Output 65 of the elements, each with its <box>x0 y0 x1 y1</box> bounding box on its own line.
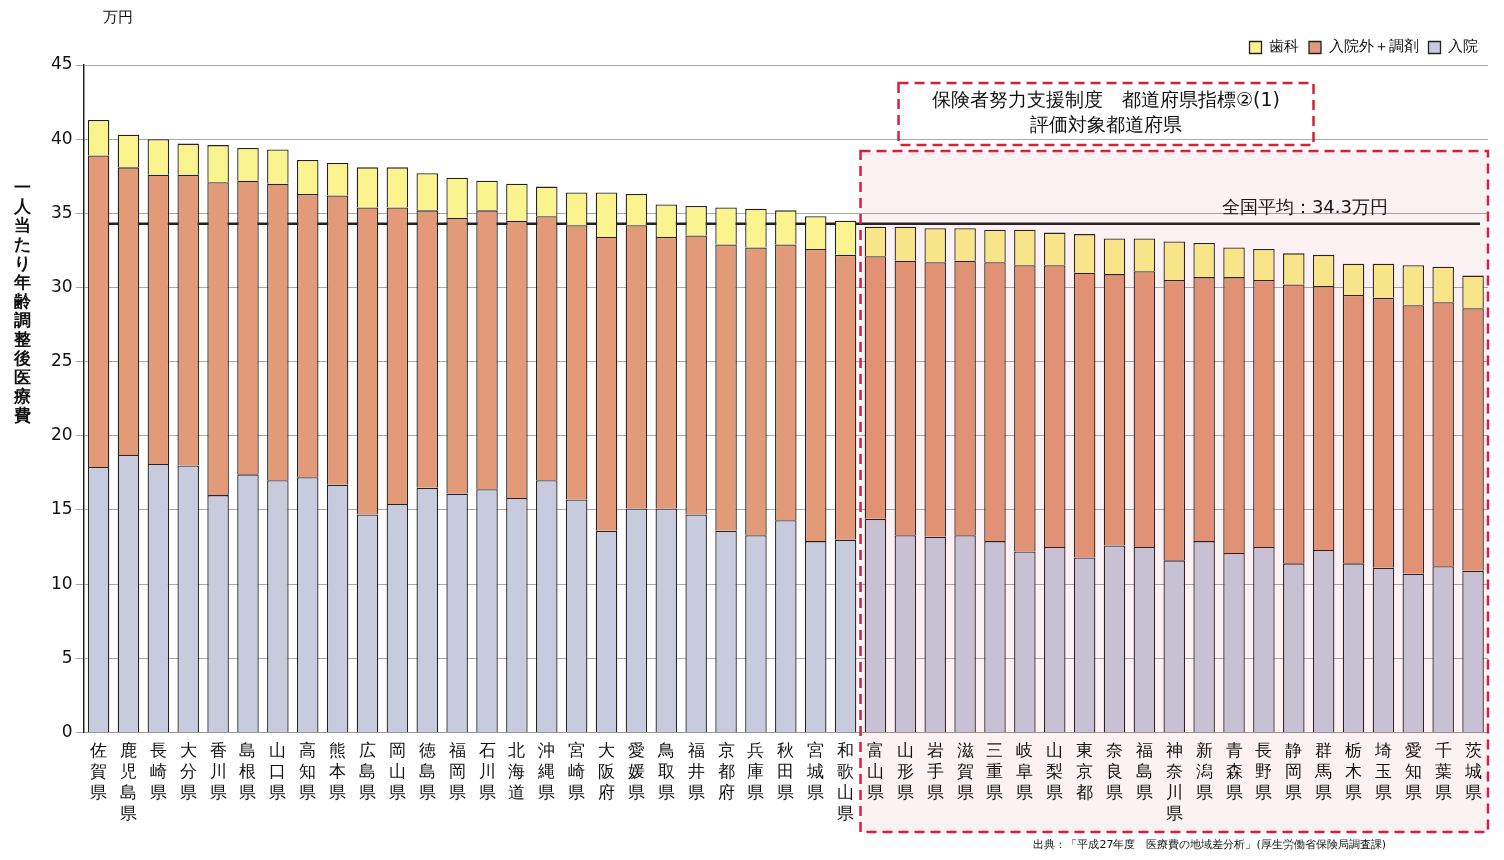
text: 万円 <box>103 8 133 27</box>
ref-line-label: 全国平均：34.3万円 <box>1221 196 1388 218</box>
legend-label: 入院外＋調剤 <box>1328 37 1419 56</box>
x-tick-label: 埼玉県 <box>1373 740 1393 804</box>
y-tick-label: 40 <box>50 127 73 148</box>
x-tick-label: 富山県 <box>865 740 885 804</box>
x-tick-label: 大分県 <box>178 740 198 804</box>
x-tick-label: 徳島県 <box>417 740 437 804</box>
x-tick-label: 静岡県 <box>1284 740 1304 804</box>
y-tick-label: 45 <box>50 53 73 74</box>
x-tick-label: 福岡県 <box>447 740 467 804</box>
x-tick-label: 茨城県 <box>1463 740 1483 804</box>
x-tick-label: 島根県 <box>238 740 258 804</box>
x-tick-label: 石川県 <box>477 740 497 804</box>
x-tick-label: 長崎県 <box>148 740 168 804</box>
x-tick-label: 佐賀県 <box>89 740 109 804</box>
x-tick-label: 山梨県 <box>1045 740 1065 804</box>
text: 一人当たり年齢調整後医療費 <box>13 177 31 425</box>
x-tick-label: 新潟県 <box>1194 740 1214 804</box>
x-tick-label: 岩手県 <box>925 740 945 804</box>
x-tick-label: 宮崎県 <box>567 740 587 804</box>
x-tick-label: 秋田県 <box>776 740 796 804</box>
x-tick-label: 愛知県 <box>1403 740 1423 804</box>
y-tick-label: 30 <box>50 275 73 296</box>
x-tick-label: 神奈川県 <box>1164 740 1184 825</box>
y-tick-label: 25 <box>50 350 73 371</box>
x-tick-label: 鹿児島県 <box>118 740 138 825</box>
x-tick-label: 岐阜県 <box>1015 740 1035 804</box>
x-tick-label: 広島県 <box>358 740 377 804</box>
x-tick-label: 千葉県 <box>1433 740 1453 804</box>
x-tick-label: 栃木県 <box>1344 740 1364 804</box>
x-tick-label: 鳥取県 <box>656 740 676 804</box>
source-note: 出典：「平成27年度 医療費の地域差分析」(厚生労働省保険局調査課) <box>1033 837 1386 852</box>
legend-label: 入院 <box>1448 37 1478 56</box>
x-tick-label: 北海道 <box>507 740 527 804</box>
x-tick-label: 香川県 <box>208 740 228 804</box>
x-tick-label: 山口県 <box>268 740 288 804</box>
x-tick-label: 兵庫県 <box>746 740 766 804</box>
x-tick-label: 岡山県 <box>387 740 407 804</box>
x-tick-label: 東京都 <box>1075 740 1095 804</box>
y-tick-label: 15 <box>50 498 73 519</box>
legend-label: 歯科 <box>1269 37 1299 56</box>
x-tick-label: 三重県 <box>985 740 1005 804</box>
x-tick-label: 愛媛県 <box>626 740 646 804</box>
x-tick-label: 和歌山県 <box>836 740 856 825</box>
x-tick-label: 山形県 <box>895 740 915 804</box>
x-tick-label: 熊本県 <box>328 740 348 804</box>
x-tick-label: 群馬県 <box>1314 740 1334 804</box>
x-tick-label: 福島県 <box>1134 740 1154 804</box>
x-tick-label: 長野県 <box>1254 740 1274 804</box>
y-tick-label: 35 <box>50 201 73 222</box>
y-tick-label: 10 <box>50 572 73 593</box>
x-tick-label: 滋賀県 <box>955 740 975 804</box>
band-label: 保険者努力支援制度 都道府県指標②(1) 評価対象都道府県 <box>932 87 1280 135</box>
x-tick-label: 高知県 <box>298 740 318 804</box>
x-tick-label: 福井県 <box>686 740 706 804</box>
x-tick-label: 沖縄県 <box>537 740 557 804</box>
x-tick-label: 奈良県 <box>1105 740 1124 804</box>
y-tick-label: 5 <box>61 646 73 667</box>
x-tick-label: 宮城県 <box>806 740 826 804</box>
x-tick-label: 青森県 <box>1224 740 1244 804</box>
y-tick-label: 20 <box>50 424 73 445</box>
x-tick-label: 大阪府 <box>597 740 617 804</box>
x-tick-label: 京都府 <box>716 740 736 804</box>
y-tick-label: 0 <box>61 720 73 741</box>
